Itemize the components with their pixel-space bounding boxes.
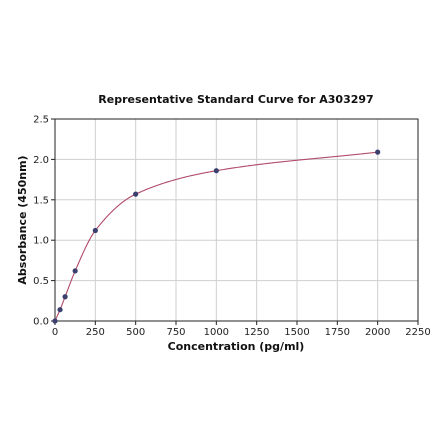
x-tick-label: 250 — [86, 327, 105, 338]
x-tick-label: 750 — [166, 327, 185, 338]
data-point — [133, 191, 139, 197]
data-point — [57, 307, 63, 313]
y-tick-label: 2.0 — [33, 155, 49, 166]
x-tick-label: 1750 — [325, 327, 350, 338]
data-point — [92, 227, 98, 234]
y-tick-label: 1.0 — [33, 236, 49, 247]
y-tick-label: 0.5 — [33, 276, 49, 287]
x-tick-label: 1500 — [284, 327, 309, 338]
x-axis-ticks: 0 250 500 750 1000 1250 1500 1750 2000 2250 — [52, 321, 431, 338]
x-tick-label: 1250 — [244, 327, 269, 338]
x-tick-label: 1000 — [204, 327, 229, 338]
plot-area-border — [54, 118, 419, 322]
y-tick-label: 1.5 — [33, 195, 49, 206]
data-point — [62, 294, 68, 300]
y-axis-title: Absorbance (450nm) — [16, 155, 29, 284]
data-point — [52, 318, 58, 324]
y-tick-label: 0.0 — [33, 317, 49, 328]
chart-title: Representative Standard Curve for A30329… — [98, 93, 373, 106]
grid-lines — [54, 118, 419, 322]
data-point — [375, 149, 381, 155]
data-point — [213, 168, 219, 174]
x-axis-title: Concentration (pg/ml) — [168, 340, 305, 353]
x-tick-label: 0 — [52, 327, 58, 338]
y-axis-ticks: 0.0 0.5 1.0 1.5 2.0 2.5 — [33, 115, 55, 328]
x-tick-label: 2250 — [405, 327, 430, 338]
y-tick-label: 2.5 — [33, 115, 49, 126]
data-point — [72, 268, 78, 274]
data-points — [52, 149, 381, 324]
x-tick-label: 500 — [126, 327, 145, 338]
x-tick-label: 2000 — [365, 327, 390, 338]
